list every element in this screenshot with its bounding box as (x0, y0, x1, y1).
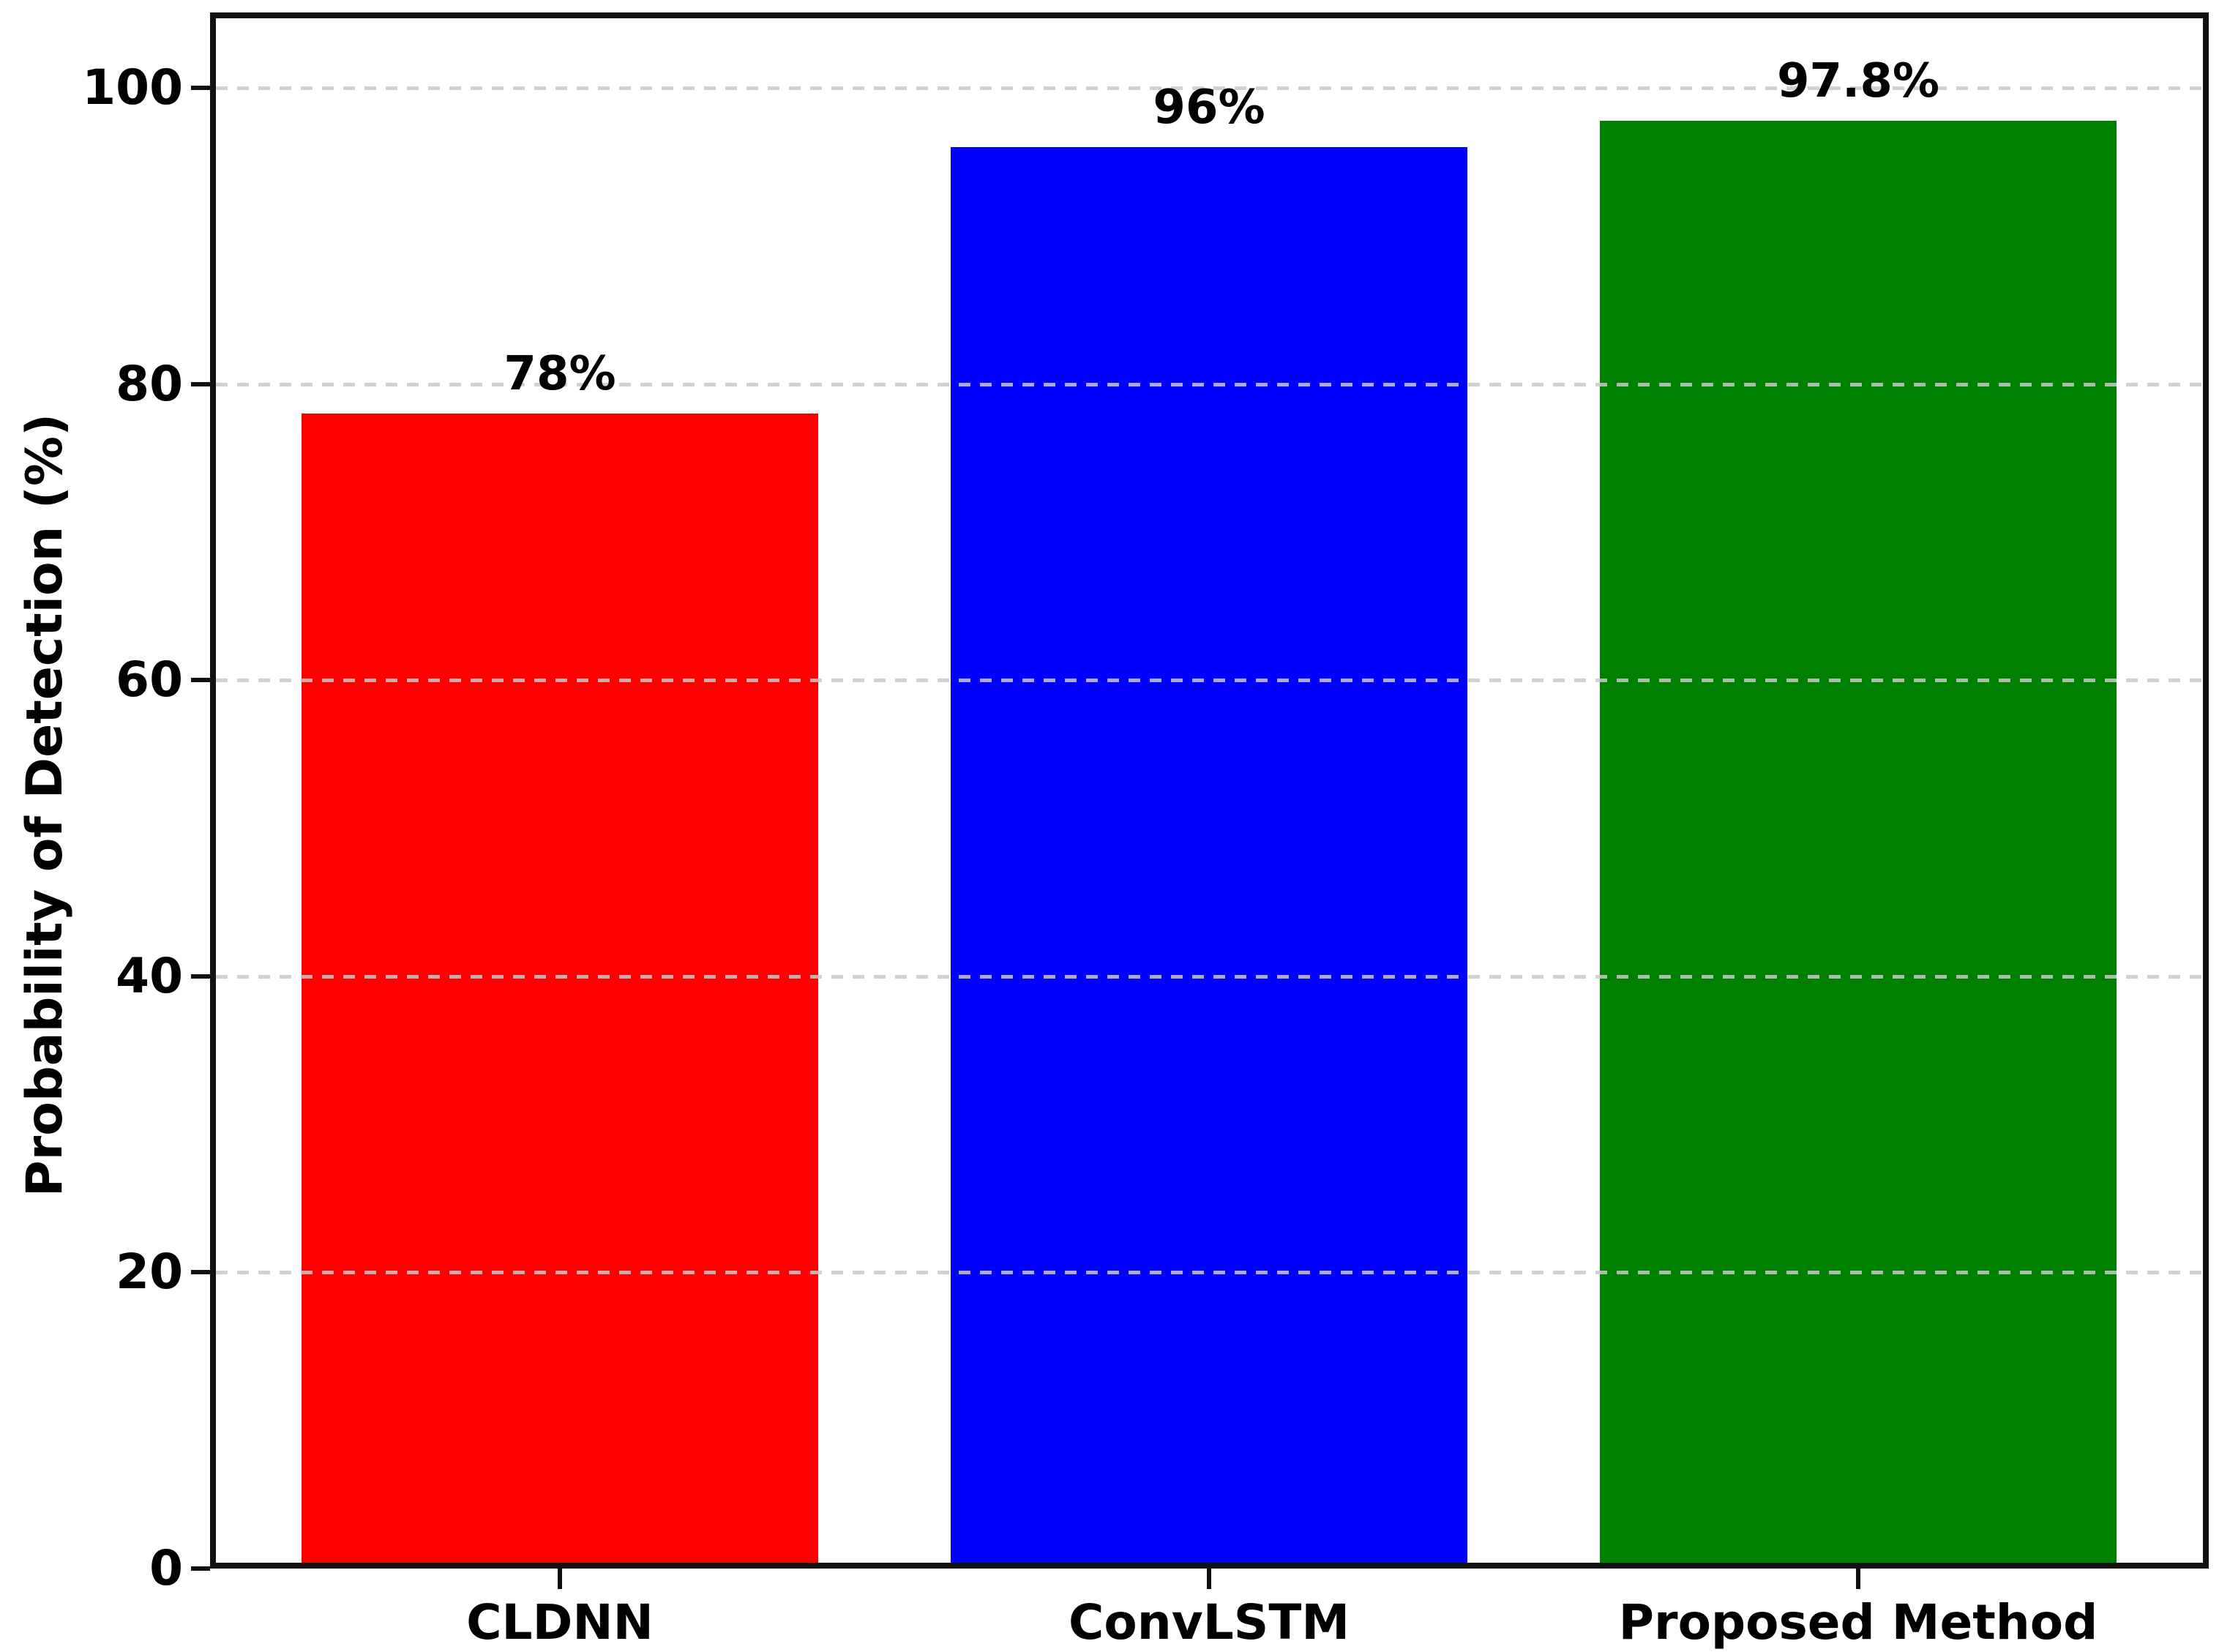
y-tick-label-100: 100 (82, 59, 183, 116)
y-tick-label-60: 60 (116, 651, 183, 709)
bar-convlstm (951, 146, 1467, 1569)
y-tick-label-80: 80 (116, 355, 183, 412)
y-tick-mark-60 (191, 678, 210, 683)
x-tick-label-proposed-method: Proposed Method (1618, 1594, 2098, 1651)
x-tick-label-cldnn: CLDNN (466, 1594, 654, 1651)
x-tick-label-convlstm: ConvLSTM (1068, 1594, 1350, 1651)
x-tick-mark-cldnn (558, 1569, 562, 1589)
gridline-100 (216, 86, 2203, 90)
y-tick-mark-80 (191, 381, 210, 386)
y-tick-label-40: 40 (116, 947, 183, 1004)
y-tick-mark-40 (191, 973, 210, 979)
gridline-60 (216, 679, 2203, 683)
y-tick-label-0: 0 (149, 1540, 183, 1596)
bar-value-label-cldnn: 78% (504, 347, 616, 402)
y-tick-mark-100 (191, 86, 210, 90)
y-tick-label-20: 20 (116, 1244, 183, 1301)
y-axis-label: Probability of Detection (%) (16, 413, 74, 1197)
y-tick-mark-0 (191, 1566, 210, 1571)
gridline-20 (216, 1271, 2203, 1275)
bar-value-label-convlstm: 96% (1153, 80, 1265, 135)
x-tick-mark-proposed-method (1856, 1569, 1860, 1589)
bar-proposed-method (1600, 120, 2117, 1569)
x-tick-mark-convlstm (1207, 1569, 1211, 1589)
bar-value-label-proposed-method: 97.8% (1776, 53, 1940, 108)
gridline-40 (216, 974, 2203, 979)
gridline-80 (216, 382, 2203, 386)
bar-cldnn (302, 414, 818, 1569)
y-tick-mark-20 (191, 1270, 210, 1275)
